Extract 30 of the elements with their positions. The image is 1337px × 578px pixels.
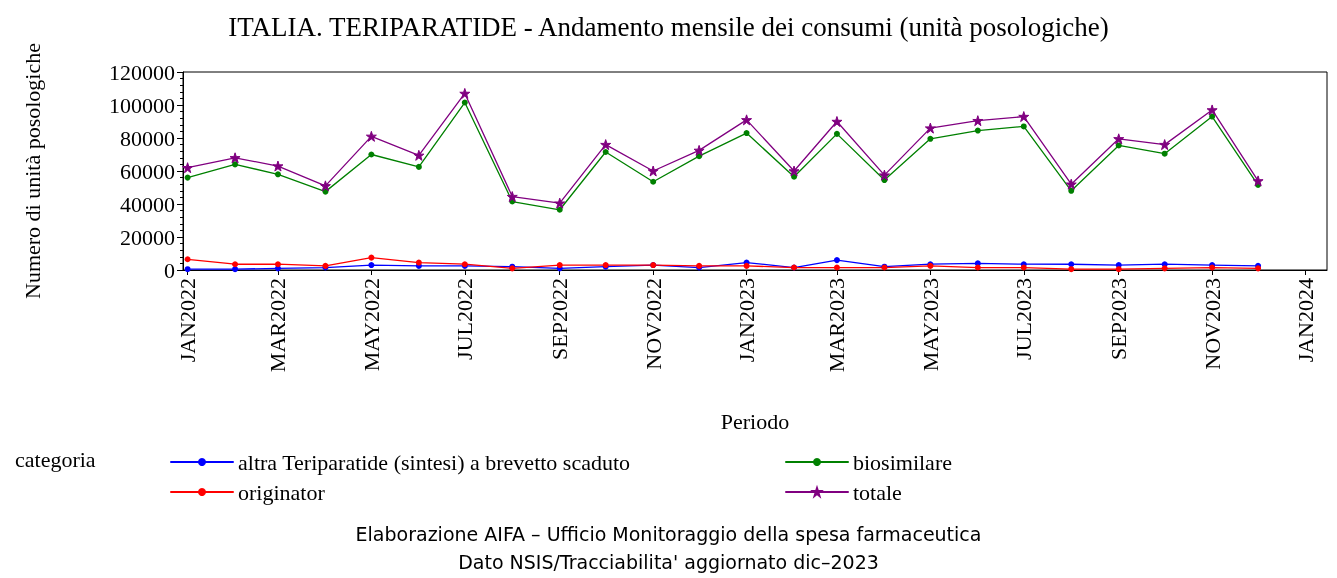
y-tick-label: 40000 (120, 191, 175, 217)
legend-title: categoria (15, 446, 96, 472)
x-tick-label: SEP2023 (1106, 278, 1132, 360)
x-tick-label: NOV2022 (640, 278, 666, 370)
x-tick-label: SEP2022 (547, 278, 573, 360)
x-tick-label: MAR2023 (824, 278, 850, 373)
x-tick-label: JUL2022 (452, 278, 478, 360)
x-tick-label: JUL2023 (1011, 278, 1037, 360)
y-tick-label: 80000 (120, 125, 175, 151)
x-tick-label: MAY2022 (358, 278, 384, 372)
x-tick-label: JAN2023 (734, 278, 760, 363)
chart-title: ITALIA. TERIPARATIDE - Andamento mensile dei consumi (unità posologiche) (228, 11, 1109, 42)
text: Dato NSIS/Tracciabilita' aggiornato dic–2023 (458, 550, 879, 573)
x-tick-label: JAN2024 (1293, 278, 1319, 363)
legend-label: biosimilare (853, 449, 952, 475)
text: Elaborazione AIFA – Ufficio Monitoraggio della spesa farmaceutica (355, 522, 982, 545)
y-tick-label: 100000 (109, 92, 175, 118)
y-tick-label: 20000 (120, 224, 175, 250)
x-tick-label: NOV2023 (1199, 278, 1225, 370)
legend-label: originator (238, 479, 326, 505)
y-axis-title: Numero di unità posologiche (19, 42, 45, 300)
legend-label: altra Teriparatide (sintesi) a brevetto scaduto (238, 449, 631, 475)
legend-label: totale (853, 479, 902, 505)
y-tick-label: 120000 (109, 59, 175, 85)
x-tick-label: JAN2022 (175, 278, 201, 363)
y-tick-label: 60000 (120, 158, 175, 184)
x-tick-label: MAY2023 (917, 278, 943, 372)
y-tick-label: 0 (164, 257, 175, 283)
x-tick-label: MAR2022 (265, 278, 291, 373)
x-axis-title: Periodo (720, 408, 790, 434)
